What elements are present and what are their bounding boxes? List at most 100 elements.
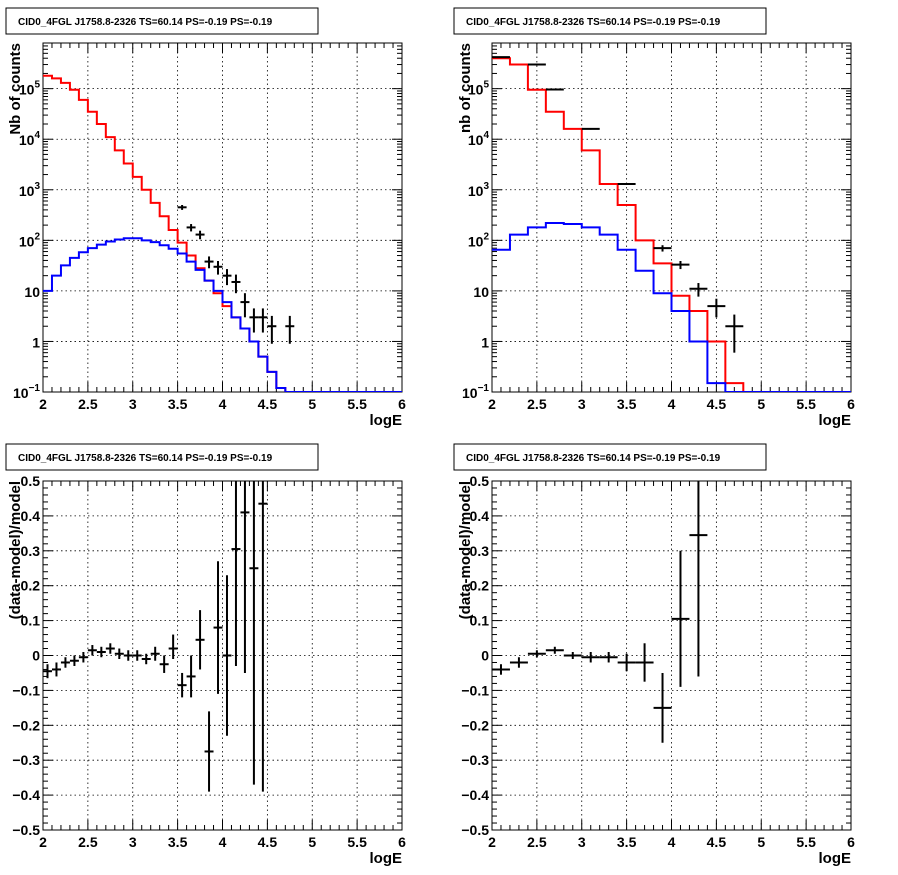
x-tick-label: 4 <box>668 396 676 412</box>
data-point <box>545 88 564 91</box>
x-tick-label: 3.5 <box>168 834 188 850</box>
title-box <box>5 443 319 471</box>
x-tick-label: 6 <box>398 834 406 850</box>
chart-title: CID0_4FGL J1758.8-2326 TS=60.14 PS=-0.19… <box>466 453 721 464</box>
data-point <box>222 269 232 286</box>
y-tick-label: 103 <box>468 181 490 199</box>
x-tick-label: 2.5 <box>527 834 547 850</box>
data-point <box>177 204 187 210</box>
y-tick-label: −0.5 <box>461 822 489 838</box>
plot-frame <box>42 42 403 393</box>
x-tick-label: 4.5 <box>707 834 727 850</box>
plot-area <box>492 56 851 392</box>
plot-area <box>492 481 708 743</box>
y-tick-label: 0.5 <box>21 473 41 489</box>
data-point <box>492 664 510 675</box>
data-point <box>258 481 268 792</box>
data-point <box>132 650 142 661</box>
y-tick-label: 0.2 <box>21 578 41 594</box>
x-tick-label: 5.5 <box>347 396 367 412</box>
x-tick-label: 4 <box>668 834 676 850</box>
data-point <box>96 646 106 658</box>
y-tick-label: −0.1 <box>461 682 489 698</box>
data-point <box>527 63 546 66</box>
data-point <box>78 652 88 663</box>
title-box <box>5 7 319 35</box>
data-point <box>195 610 205 670</box>
data-point <box>87 645 97 656</box>
x-tick-label: 5.5 <box>796 834 816 850</box>
y-tick-label: 1 <box>32 334 40 350</box>
y-tick-label: 102 <box>468 231 490 249</box>
data-point <box>141 653 151 665</box>
y-tick-label: 0.1 <box>470 613 490 629</box>
x-tick-label: 2.5 <box>78 834 98 850</box>
data-point <box>653 245 672 252</box>
data-point <box>231 481 241 666</box>
data-point <box>671 261 690 270</box>
x-tick-label: 2 <box>39 396 47 412</box>
data-point <box>168 634 178 659</box>
title-box <box>453 7 767 35</box>
y-tick-label: −0.4 <box>461 787 489 803</box>
y-tick-label: 0 <box>481 648 489 664</box>
y-tick-label: −0.2 <box>12 717 40 733</box>
data-point <box>545 646 564 654</box>
x-tick-label: 5 <box>308 396 316 412</box>
data-point <box>581 127 600 130</box>
histogram-series-1 <box>492 57 851 392</box>
data-point <box>617 653 636 672</box>
x-tick-label: 5 <box>308 834 316 850</box>
data-point <box>492 56 510 59</box>
data-point <box>581 652 600 663</box>
x-tick-label: 3 <box>129 396 137 412</box>
y-tick-label: 105 <box>19 80 41 98</box>
y-tick-label: −0.5 <box>12 822 40 838</box>
data-point <box>231 274 241 294</box>
y-axis-title: (data-model)/model <box>457 481 474 619</box>
plot-area <box>43 74 402 392</box>
x-tick-label: 3.5 <box>617 834 637 850</box>
data-point <box>195 230 205 240</box>
data-point <box>186 224 196 232</box>
histogram-series-2 <box>43 237 402 392</box>
data-point <box>105 643 115 654</box>
chart-panel-2: CID0_4FGL J1758.8-2326 TS=60.14 PS=-0.19… <box>453 7 855 429</box>
data-point <box>689 481 708 677</box>
data-point <box>285 315 295 344</box>
y-tick-label: 0.5 <box>470 473 490 489</box>
data-point <box>258 308 268 333</box>
data-point <box>69 655 79 666</box>
x-tick-label: 5 <box>757 834 765 850</box>
chart-title: CID0_4FGL J1758.8-2326 TS=60.14 PS=-0.19… <box>18 453 273 464</box>
data-point <box>213 261 223 275</box>
data-point <box>653 672 672 743</box>
plot-area <box>43 481 268 792</box>
data-point <box>204 256 214 269</box>
x-tick-label: 3 <box>578 834 586 850</box>
y-tick-label: 102 <box>19 231 41 249</box>
y-tick-label: −0.2 <box>461 717 489 733</box>
data-point <box>213 561 223 694</box>
chart-panel-3: CID0_4FGL J1758.8-2326 TS=60.14 PS=-0.19… <box>5 443 406 867</box>
data-point <box>249 481 259 785</box>
y-tick-label: 0.3 <box>470 543 490 559</box>
y-tick-label: 103 <box>19 181 41 199</box>
y-tick-label: 10−1 <box>462 383 489 401</box>
y-axis-title: nb of counts <box>457 43 474 133</box>
histogram-series-2 <box>492 222 851 392</box>
data-point <box>707 298 726 318</box>
y-tick-label: −0.3 <box>461 752 489 768</box>
data-point <box>267 315 277 344</box>
x-tick-label: 3 <box>129 834 137 850</box>
data-point <box>186 655 196 698</box>
x-tick-label: 6 <box>847 834 855 850</box>
data-point <box>249 308 259 333</box>
x-tick-label: 5 <box>757 396 765 412</box>
data-point <box>240 481 250 673</box>
x-axis-title: logE <box>370 412 403 429</box>
x-axis-title: logE <box>370 850 403 867</box>
y-tick-label: 0.1 <box>21 613 41 629</box>
y-tick-label: 10 <box>24 284 40 300</box>
